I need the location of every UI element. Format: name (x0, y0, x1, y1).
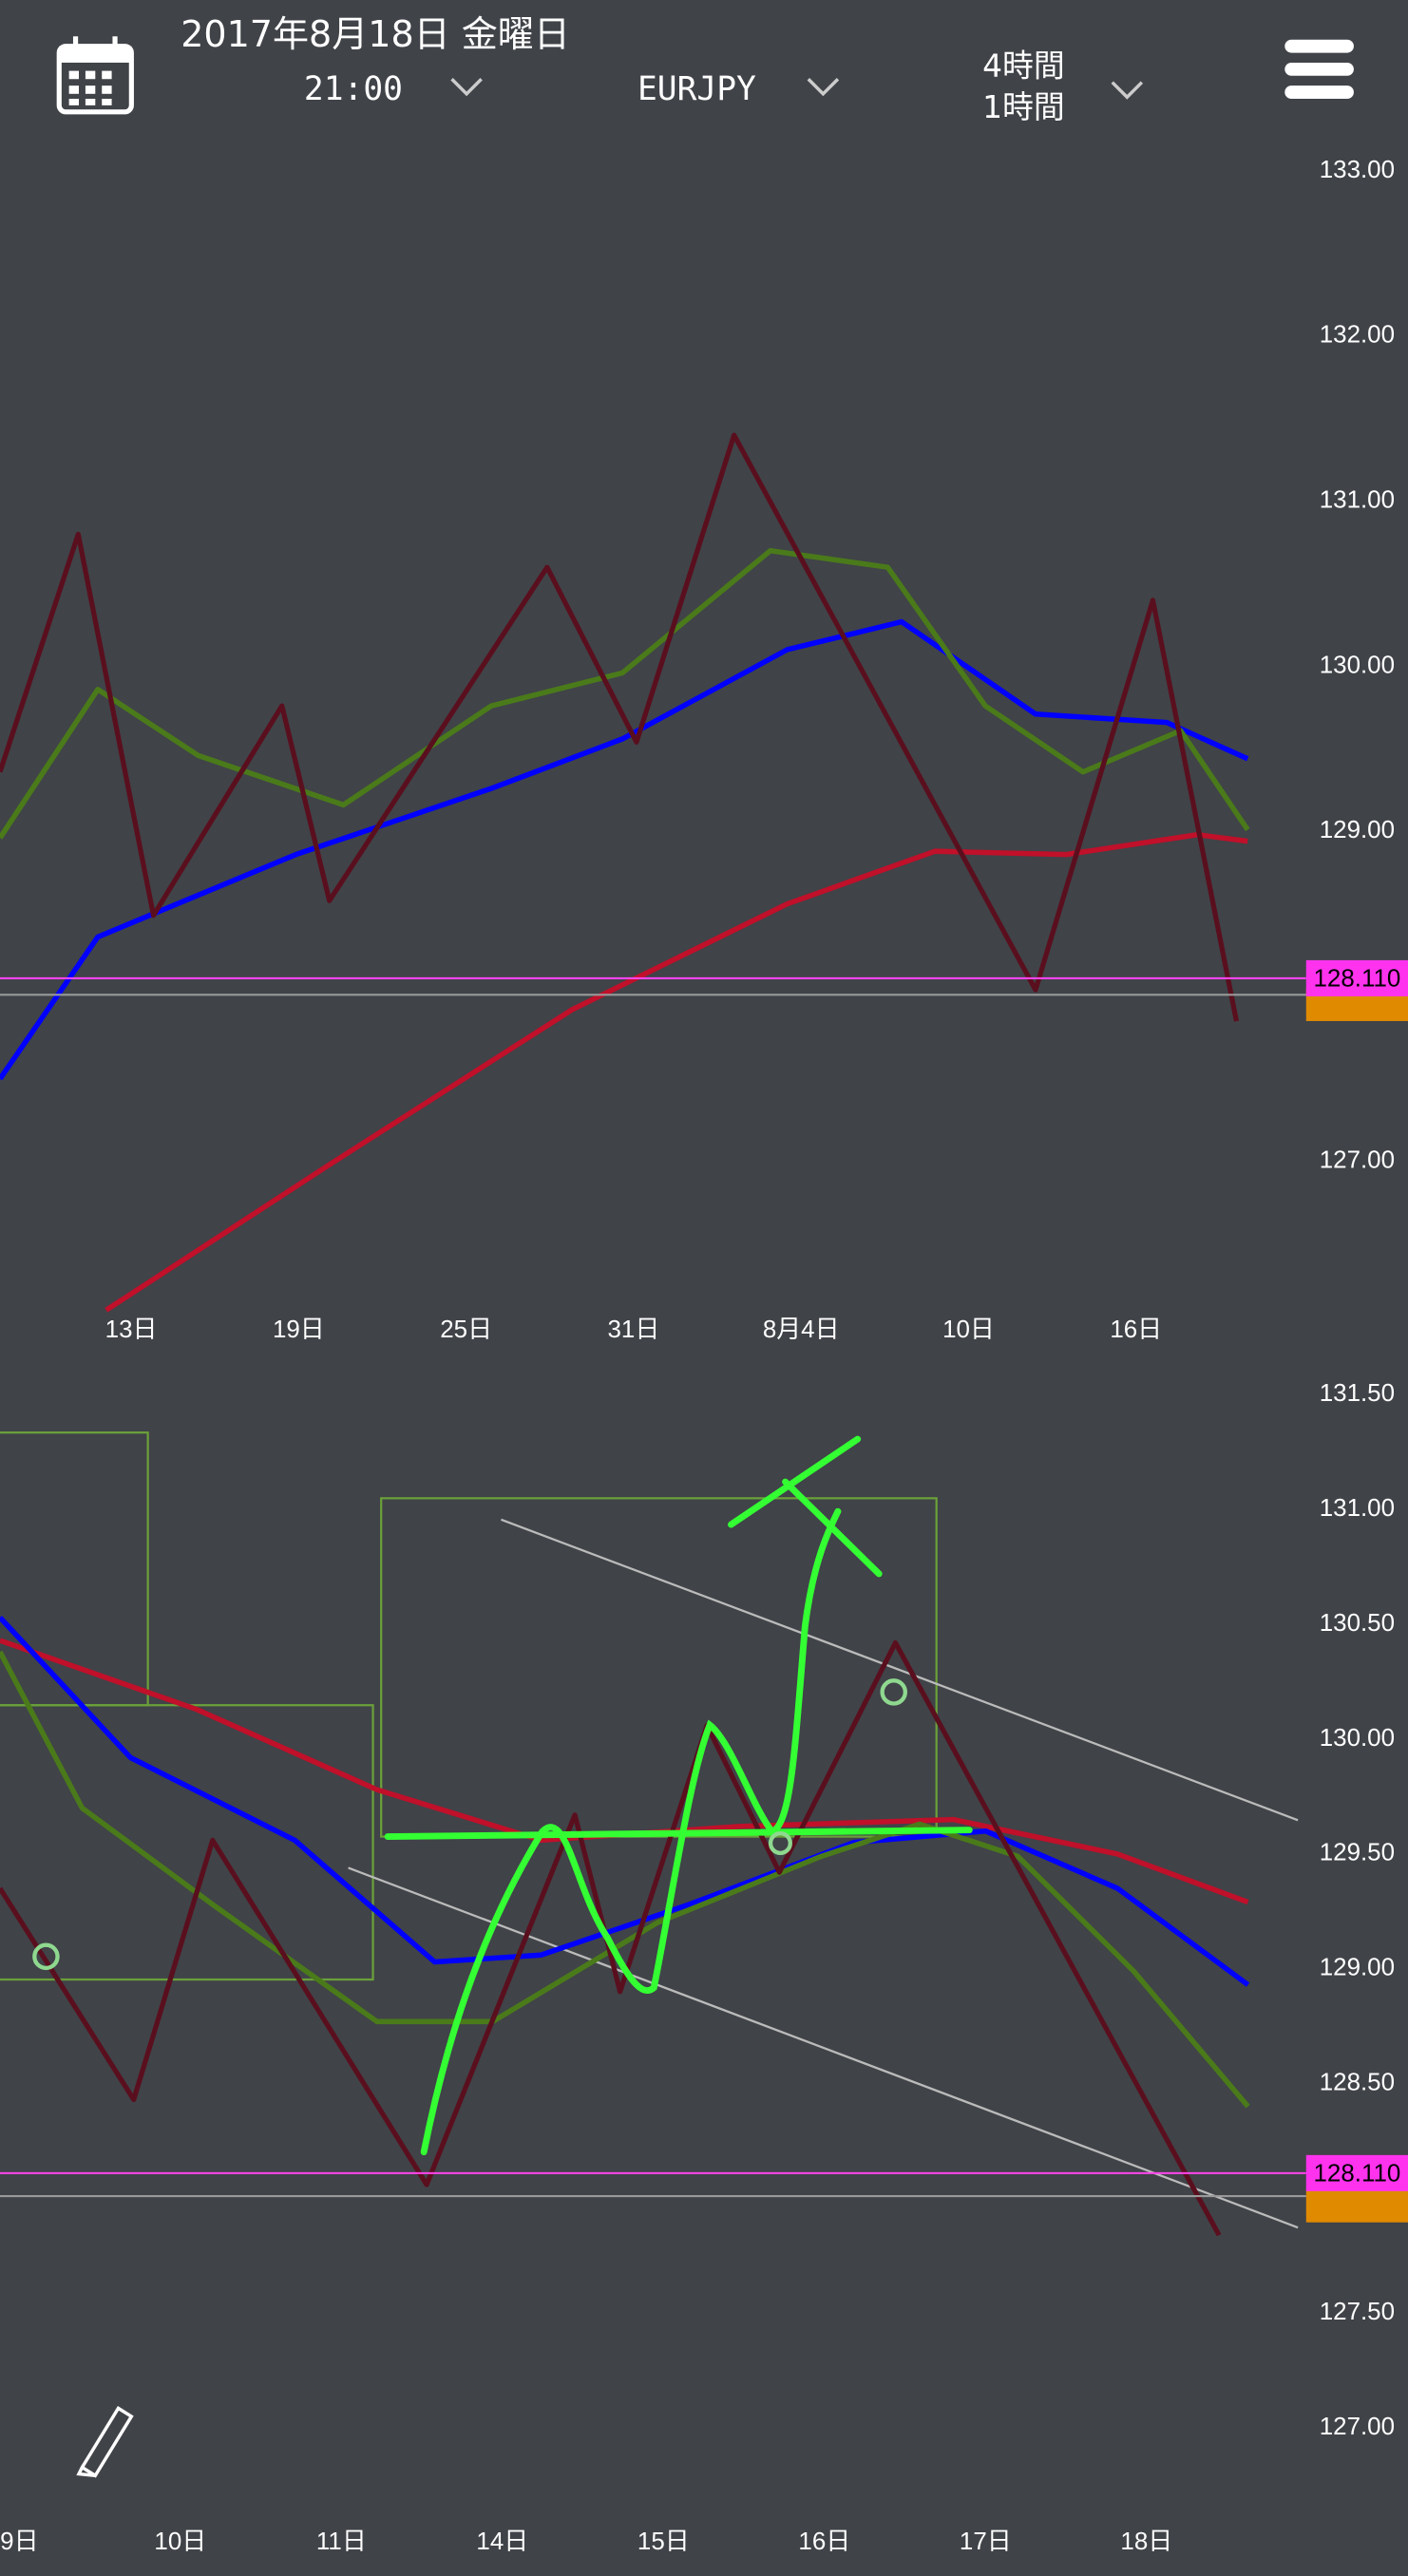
y-tick-label: 127.50 (1320, 2299, 1395, 2325)
hand-drawing (32, 1435, 973, 2156)
y-tick-label: 128.50 (1320, 2069, 1395, 2095)
y-tick-label: 130.00 (1320, 1725, 1395, 1752)
drawings (0, 1431, 1299, 2229)
y-tick-label: 130.50 (1320, 1610, 1395, 1637)
y-tick-label: 127.00 (1320, 1147, 1395, 1174)
x-tick-label: 16日 (1110, 1316, 1162, 1343)
x-tick-label: 13日 (105, 1316, 158, 1343)
y-tick-label: 132.00 (1320, 322, 1395, 349)
series-line (0, 547, 1250, 840)
x-tick-label: 8月4日 (763, 1316, 840, 1343)
pencil-button[interactable] (76, 2405, 134, 2478)
price-label: 128.110 (1314, 965, 1401, 992)
price-box (1305, 2154, 1408, 2191)
x-tick-label: 10日 (942, 1316, 995, 1343)
x-tick-label: 25日 (440, 1316, 492, 1343)
y-tick-label: 127.00 (1320, 2414, 1395, 2440)
y-tick-label: 129.00 (1320, 817, 1395, 843)
timeframe-top: 4時間 (982, 48, 1065, 85)
price-box (1305, 959, 1408, 996)
time: 21:00 (304, 70, 403, 108)
time-select[interactable]: 21:00 (304, 70, 483, 108)
y-tick-label: 129.50 (1320, 1840, 1395, 1866)
box (0, 1704, 374, 1981)
series-line (0, 1616, 1250, 1987)
y-tick-label: 130.00 (1320, 652, 1395, 678)
date: 2017年8月18日 金曜日 (181, 13, 570, 55)
series-line (0, 1639, 1222, 2237)
series-line (0, 1650, 1250, 2109)
x-tick-label: 14日 (476, 2529, 528, 2555)
menu-button[interactable] (1284, 39, 1354, 99)
x-tick-label: 9日 (0, 2529, 38, 2555)
series-line (0, 432, 1240, 1022)
calendar-button[interactable] (56, 36, 134, 115)
series-line (105, 831, 1248, 1313)
timeframe-bottom: 1時間 (982, 89, 1065, 125)
y-tick-label: 133.00 (1320, 157, 1395, 183)
last-price-box (1305, 2189, 1408, 2223)
x-tick-label: 11日 (316, 2529, 367, 2555)
x-tick-label: 10日 (154, 2529, 206, 2555)
x-tick-label: 16日 (798, 2529, 850, 2555)
symbol-select[interactable]: EURJPY (637, 70, 840, 108)
y-tick-label: 131.00 (1320, 1495, 1395, 1522)
trend-line (348, 1866, 1299, 2229)
x-tick-label: 17日 (960, 2529, 1012, 2555)
x-tick-label: 19日 (273, 1316, 325, 1343)
x-tick-label: 15日 (637, 2529, 690, 2555)
x-tick-label: 31日 (608, 1316, 660, 1343)
y-tick-label: 131.00 (1320, 486, 1395, 513)
y-tick-label: 131.50 (1320, 1380, 1395, 1407)
trend-line (501, 1518, 1299, 1822)
price-label: 128.110 (1314, 2160, 1401, 2187)
x-tick-label: 18日 (1120, 2529, 1172, 2555)
series-line (0, 618, 1249, 1081)
y-tick-label: 129.00 (1320, 1955, 1395, 1981)
symbol: EURJPY (637, 70, 756, 108)
